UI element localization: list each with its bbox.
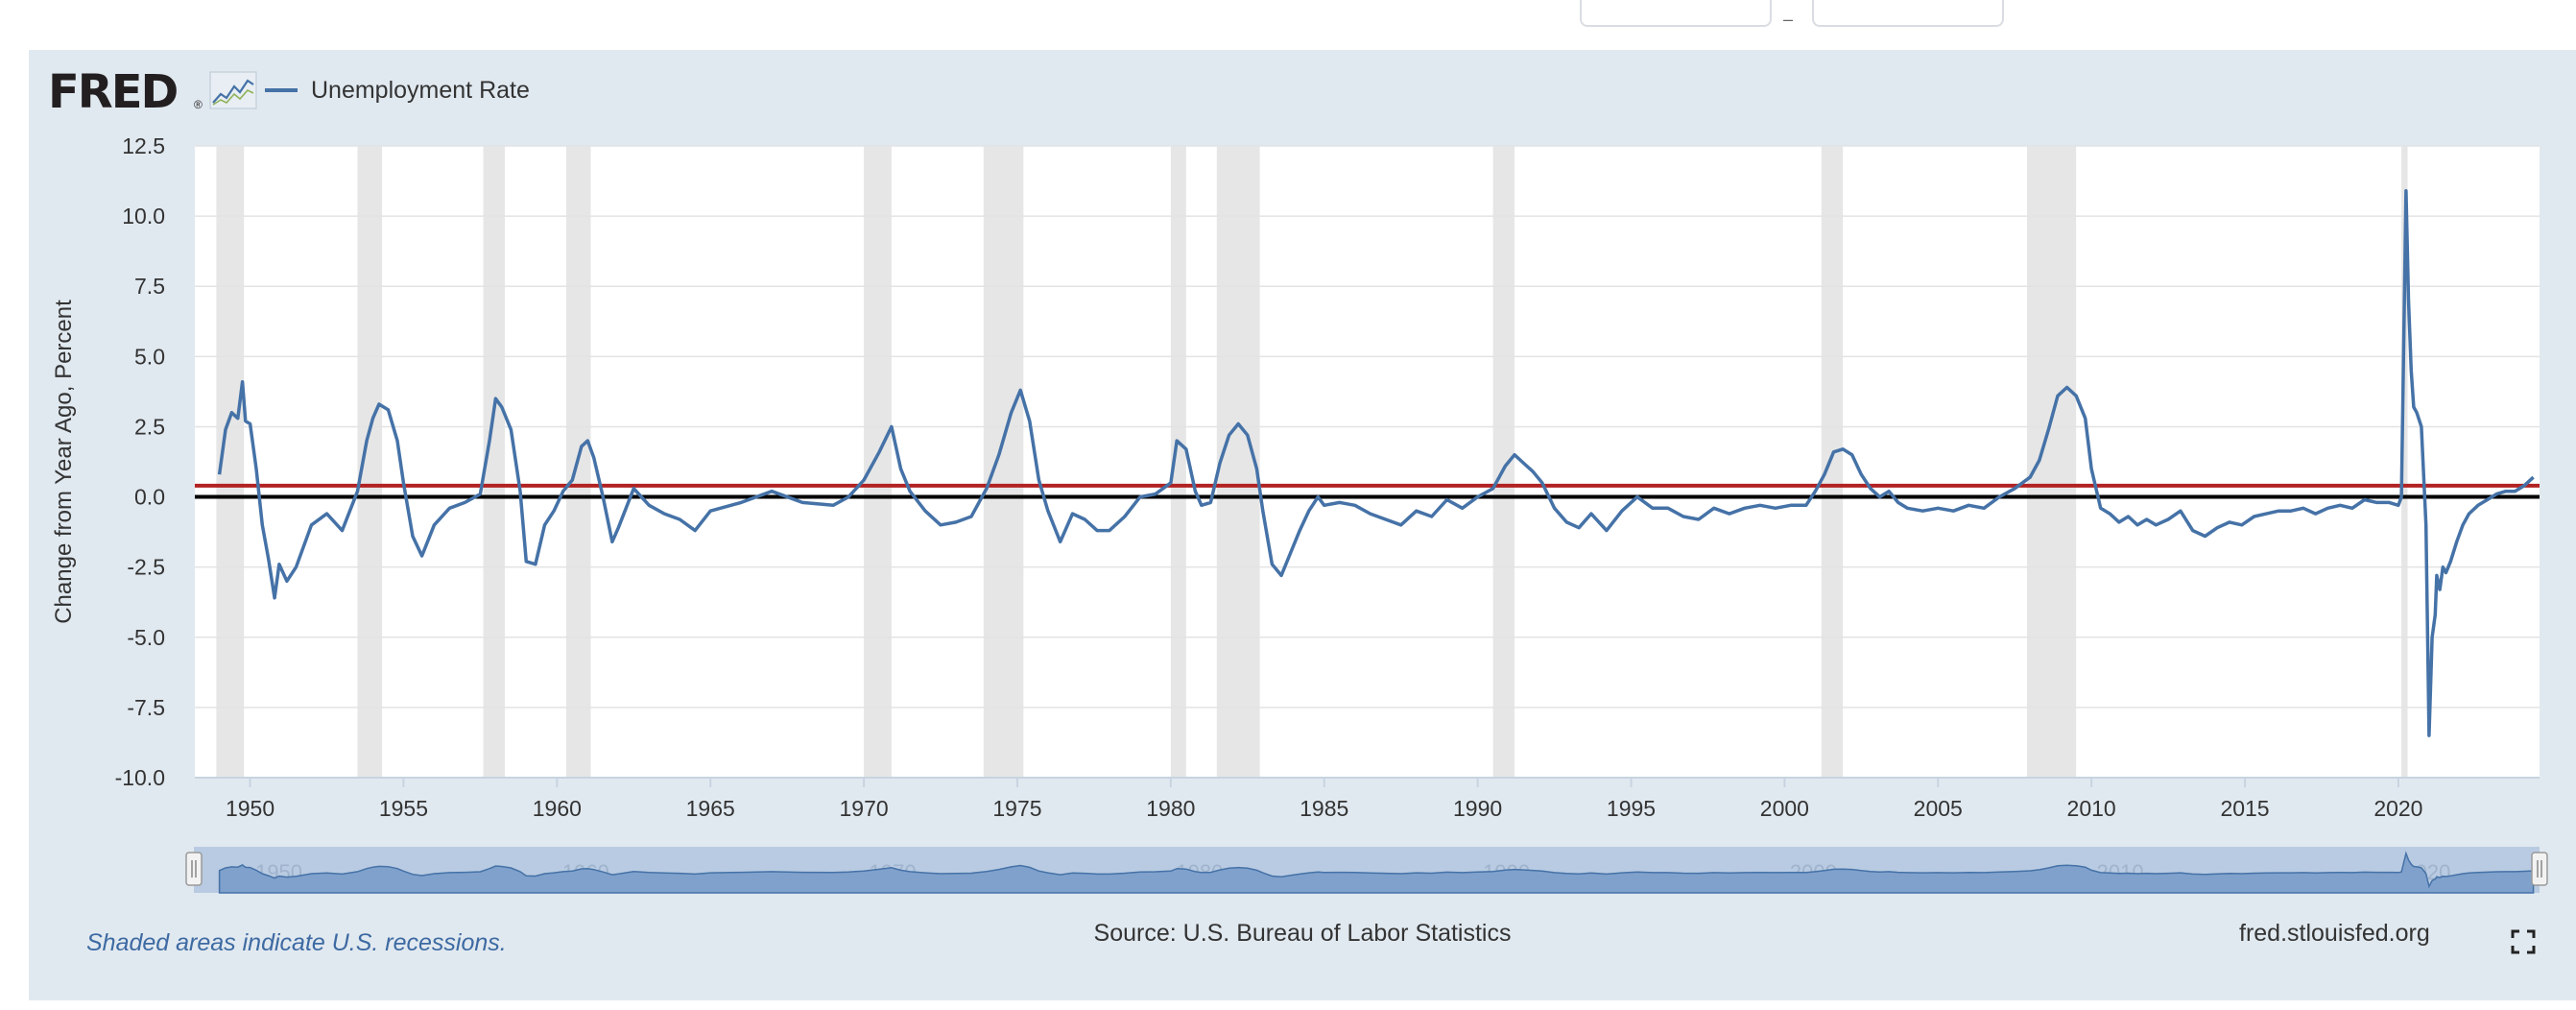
end-date-input[interactable] [1812, 0, 2004, 27]
legend-series-swatch [265, 88, 298, 92]
recession-band [483, 146, 505, 778]
registered-mark: ® [194, 98, 203, 111]
site-link[interactable]: fred.stlouisfed.org [2239, 920, 2430, 947]
fullscreen-icon[interactable] [2511, 929, 2536, 954]
navigator-series [218, 851, 2535, 894]
y-tick-label: -2.5 [127, 555, 165, 580]
x-tick-label: 1970 [840, 796, 889, 821]
x-tick-label: 1950 [226, 796, 274, 821]
plot-area [195, 146, 2540, 778]
y-tick-label: 7.5 [134, 274, 165, 299]
x-tick-label: 2020 [2373, 796, 2422, 821]
y-tick-label: -10.0 [115, 765, 165, 790]
chart-legend[interactable]: Unemployment Rate [265, 71, 530, 109]
x-tick-label: 2010 [2067, 796, 2116, 821]
series-line-unemployment-rate[interactable] [217, 189, 2535, 737]
recession-band [983, 146, 1024, 778]
start-date-input[interactable] [1580, 0, 1772, 27]
y-tick-label: 10.0 [122, 204, 165, 228]
y-tick-label: -7.5 [127, 695, 165, 720]
y-tick-label: -5.0 [127, 625, 165, 650]
x-tick-label: 1980 [1146, 796, 1195, 821]
x-tick-label: 1960 [533, 796, 582, 821]
recession-band [357, 146, 383, 778]
y-axis-label: Change from Year Ago, Percent [51, 300, 77, 624]
legend-series-label: Unemployment Rate [311, 76, 530, 104]
y-tick-label: 12.5 [122, 133, 165, 158]
navigator-handle[interactable] [2531, 852, 2548, 886]
recession-band [864, 146, 892, 778]
chart-frame: FRED ® Unemployment Rate 12.5 10.0 7.5 5.0 2… [29, 50, 2576, 1000]
recession-band [1821, 146, 1844, 778]
x-tick-label: 1985 [1300, 796, 1348, 821]
recession-band [1492, 146, 1515, 778]
recession-band [2401, 146, 2408, 778]
x-tick-label: 2000 [1760, 796, 1809, 821]
x-tick-label: 1955 [379, 796, 428, 821]
y-tick-label: 0.0 [134, 485, 165, 510]
recession-band [1216, 146, 1260, 778]
x-tick-label: 2015 [2220, 796, 2269, 821]
top-toolbar-strip: – [0, 0, 2576, 50]
recession-note: Shaded areas indicate U.S. recessions. [86, 929, 507, 956]
sparkline-icon [209, 71, 257, 109]
recession-band [1170, 146, 1186, 778]
x-tick-label: 1975 [992, 796, 1041, 821]
y-tick-label: 5.0 [134, 344, 165, 369]
date-separator: – [1783, 10, 1794, 29]
navigator-handle[interactable] [185, 852, 203, 886]
fred-logo-icon[interactable]: FRED [48, 65, 179, 119]
x-tick-label: 2005 [1914, 796, 1963, 821]
x-tick-label: 1965 [686, 796, 735, 821]
x-tick-label: 1990 [1453, 796, 1502, 821]
chart-svg: 12.5 10.0 7.5 5.0 2.5 0.0 -2.5 -5.0 -7.5 -10.0 19… [51, 133, 2548, 894]
x-tick-label: 1995 [1607, 796, 1656, 821]
recession-band [2026, 146, 2077, 778]
y-tick-label: 2.5 [134, 414, 165, 439]
source-text: Source: U.S. Bureau of Labor Statistics [1093, 920, 1512, 947]
